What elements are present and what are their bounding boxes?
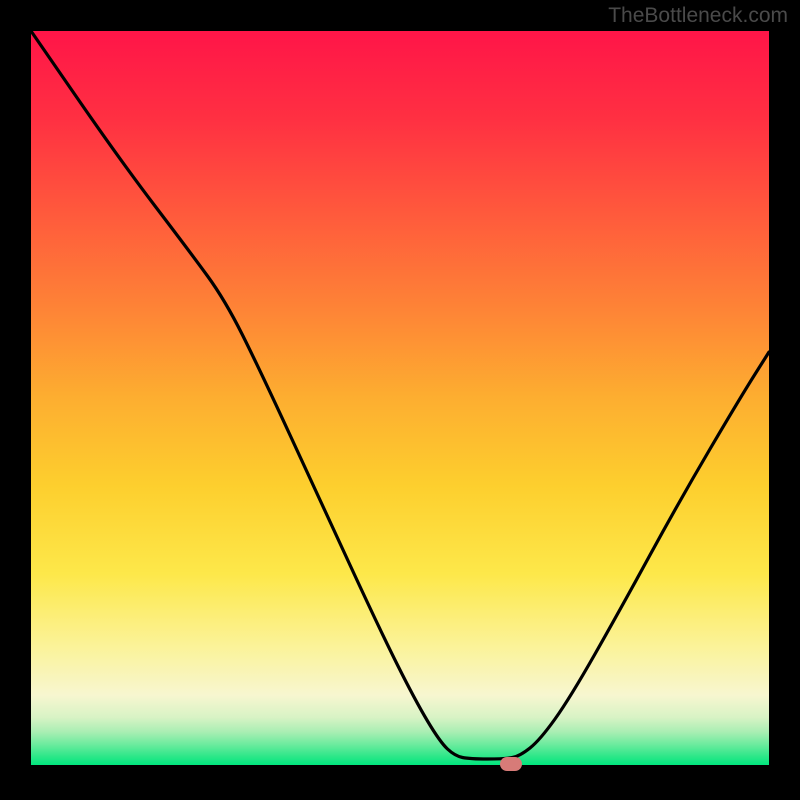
bottleneck-chart bbox=[0, 0, 800, 800]
chart-background bbox=[31, 31, 769, 765]
optimum-marker bbox=[500, 757, 522, 771]
watermark-text: TheBottleneck.com bbox=[608, 4, 788, 28]
chart-svg bbox=[0, 0, 800, 800]
